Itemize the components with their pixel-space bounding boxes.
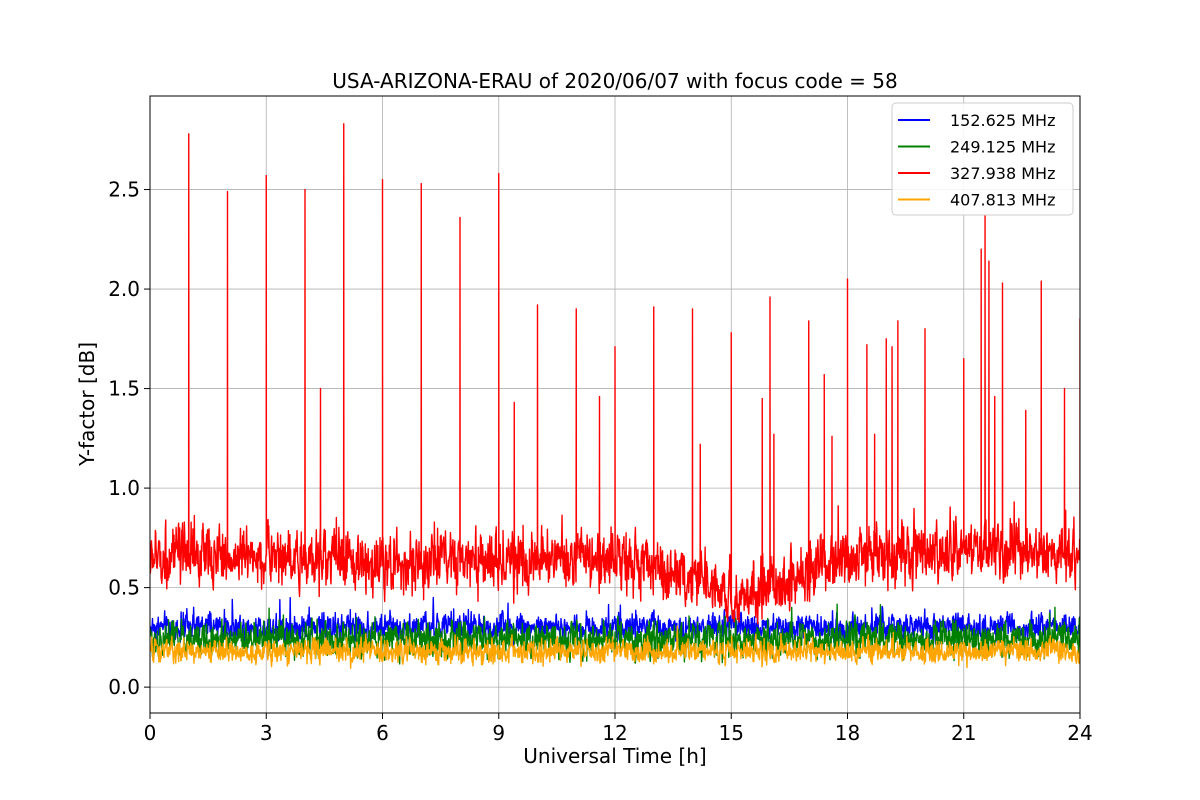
y-axis: 0.0 0.5 1.0 1.5 2.0 2.5 — [108, 178, 150, 699]
y-tick-label: 0.5 — [108, 576, 140, 600]
x-tick-label: 24 — [1067, 721, 1092, 745]
x-tick-label: 3 — [260, 721, 273, 745]
series-lines — [150, 123, 1080, 669]
y-tick-label: 2.5 — [108, 178, 140, 202]
legend-label: 249.125 MHz — [950, 138, 1055, 157]
chart-title: USA-ARIZONA-ERAU of 2020/06/07 with focu… — [332, 69, 897, 93]
x-tick-label: 9 — [492, 721, 505, 745]
legend-box — [891, 102, 1074, 216]
x-axis-label: Universal Time [h] — [523, 744, 706, 768]
series-line-2 — [150, 123, 1080, 625]
y-tick-label: 2.0 — [108, 277, 140, 301]
series-line-3 — [150, 625, 1080, 669]
x-tick-label: 0 — [144, 721, 157, 745]
legend: 152.625 MHz 249.125 MHz 327.938 MHz 407.813… — [891, 102, 1074, 216]
x-tick-label: 6 — [376, 721, 389, 745]
y-tick-label: 1.5 — [108, 377, 140, 401]
x-tick-label: 12 — [602, 721, 627, 745]
x-axis: 0 3 6 9 12 15 18 21 24 — [144, 713, 1093, 745]
y-axis-label: Y-factor [dB] — [75, 342, 99, 467]
series-line-1 — [150, 603, 1080, 665]
y-tick-label: 0.0 — [108, 675, 140, 699]
x-tick-label: 15 — [719, 721, 744, 745]
x-tick-label: 21 — [951, 721, 976, 745]
legend-label: 152.625 MHz — [950, 111, 1055, 130]
x-tick-label: 18 — [835, 721, 860, 745]
legend-label: 327.938 MHz — [950, 164, 1055, 183]
legend-label: 407.813 MHz — [950, 191, 1055, 210]
y-tick-label: 1.0 — [108, 476, 140, 500]
